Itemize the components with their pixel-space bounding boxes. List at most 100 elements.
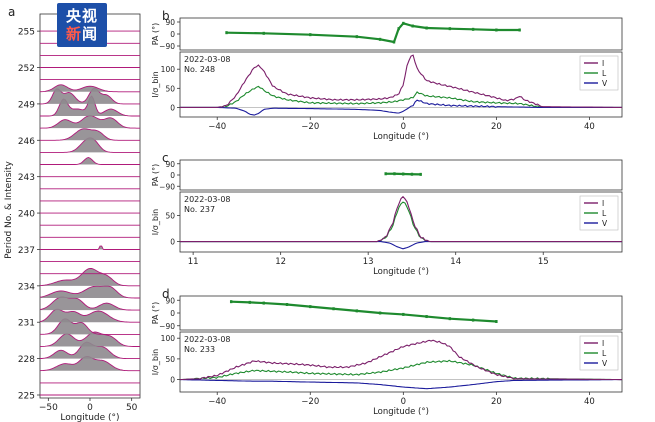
- pa-swing-segment: [310, 305, 334, 310]
- series-i-line: [180, 195, 622, 243]
- period-tick-label: 243: [18, 173, 35, 183]
- panel-b-label: b: [162, 9, 170, 23]
- y-axis-label: I/σ_bin: [151, 209, 160, 236]
- pa-tick-label: 0: [170, 30, 175, 39]
- period-250-profile: [40, 84, 140, 93]
- x-tick-label: 40: [584, 122, 595, 132]
- panel-c-label: c: [162, 151, 169, 165]
- pa-swing-segment: [449, 27, 474, 31]
- legend-label-l: L: [602, 69, 607, 78]
- series-v-line: [180, 241, 622, 250]
- panel-a-label: a: [8, 5, 15, 19]
- x-tick-label: −40: [208, 122, 226, 132]
- x-tick-label: 15: [538, 257, 549, 267]
- panel-a-x-tick-label: 0: [87, 403, 93, 413]
- x-axis-label: Longitude (°): [373, 267, 429, 277]
- period-tick-label: 249: [18, 100, 35, 110]
- period-227-fill: [40, 356, 140, 371]
- period-tick-label: 255: [18, 28, 35, 38]
- y-tick-label: 0: [170, 376, 175, 385]
- series-l-line: [179, 359, 622, 381]
- series-i-line: [179, 339, 622, 381]
- y-tick-label: 100: [161, 334, 176, 343]
- pa-swing-segment: [473, 318, 497, 323]
- y-tick-label: 50: [165, 355, 175, 364]
- legend-label-i: I: [602, 59, 604, 68]
- period-232-profile: [39, 296, 140, 311]
- period-250-fill: [40, 84, 140, 92]
- pa-swing-segment: [356, 309, 381, 315]
- period-234-fill: [40, 268, 140, 286]
- series-v-line: [180, 379, 622, 390]
- x-tick-label: 14: [450, 257, 461, 267]
- pa-swing-segment: [231, 300, 250, 304]
- period-237-fill: [40, 246, 140, 250]
- pa-tick-label: −90: [159, 42, 175, 51]
- period-244-profile: [40, 157, 140, 165]
- period-tick-label: 237: [18, 246, 35, 256]
- pa-tick-label: 90: [165, 18, 175, 27]
- period-tick-label: 231: [18, 319, 35, 329]
- period-tick-label: 225: [18, 392, 35, 402]
- cctv-news-logo: 央视 新闻: [57, 3, 107, 47]
- period-230-fill: [40, 318, 140, 335]
- period-231-fill: [40, 309, 140, 323]
- x-tick-label: 40: [584, 397, 595, 407]
- pulse-number-label: No. 248: [184, 65, 215, 74]
- period-229-fill: [40, 332, 140, 347]
- date-label: 2022-03-08: [184, 195, 231, 204]
- y-axis-label: I/σ_bin: [151, 71, 160, 98]
- pa-point: [225, 31, 228, 35]
- y-axis-label: I/σ_bin: [151, 349, 160, 376]
- logo-line-2-white: 闻: [82, 25, 99, 43]
- period-tick-label: 246: [18, 137, 35, 147]
- pa-tick-label: 90: [165, 296, 175, 305]
- period-247-fill: [40, 115, 140, 129]
- x-tick-label: −20: [301, 397, 319, 407]
- legend-label-v: V: [602, 79, 608, 88]
- pa-swing-segment: [333, 307, 357, 312]
- legend-label-i: I: [602, 339, 604, 348]
- panel-a-x-tick-label: −50: [39, 403, 58, 413]
- y-tick-label: 0: [170, 103, 175, 112]
- y-tick-label: 50: [165, 211, 175, 220]
- pulse-number-label: No. 233: [184, 345, 215, 354]
- x-tick-label: 12: [275, 257, 286, 267]
- logo-line-2-red: 新: [65, 25, 82, 43]
- period-234-profile: [39, 267, 140, 287]
- pa-swing-segment: [379, 311, 404, 316]
- period-tick-label: 252: [18, 64, 35, 74]
- series-l-line: [180, 201, 622, 243]
- series-v-line: [180, 99, 622, 116]
- period-245-fill: [40, 137, 140, 153]
- legend-label-l: L: [602, 209, 607, 218]
- pa-swing-segment: [397, 22, 405, 30]
- period-246-profile: [40, 128, 140, 141]
- panel-a-ylabel: Period No. & Intensity: [4, 160, 14, 258]
- period-233-fill: [40, 285, 140, 298]
- pa-swing-segment: [426, 26, 450, 30]
- legend-label-l: L: [602, 349, 607, 358]
- pa-swing-segment: [403, 22, 413, 28]
- x-axis-label: Longitude (°): [373, 407, 429, 417]
- pa-swing-segment: [403, 313, 427, 318]
- pa-tick-label: 0: [170, 171, 175, 180]
- pa-swing-segment: [473, 28, 497, 32]
- period-230-profile: [40, 318, 140, 335]
- pa-axis-label: PA (°): [151, 164, 160, 187]
- profile-frame: [179, 191, 623, 253]
- pa-swing-segment: [392, 28, 400, 43]
- period-tick-label: 240: [18, 210, 35, 220]
- x-tick-label: 0: [401, 397, 406, 407]
- pa-tick-label: 90: [165, 160, 175, 169]
- x-axis-label: Longitude (°): [373, 132, 429, 142]
- pa-swing-segment: [426, 315, 450, 320]
- pulse-number-label: No. 237: [184, 205, 215, 214]
- y-tick-label: 100: [161, 65, 176, 74]
- date-label: 2022-03-08: [184, 335, 231, 344]
- period-244-fill: [40, 157, 140, 165]
- pa-axis-label: PA (°): [151, 23, 160, 46]
- pa-axis-label: PA (°): [151, 302, 160, 325]
